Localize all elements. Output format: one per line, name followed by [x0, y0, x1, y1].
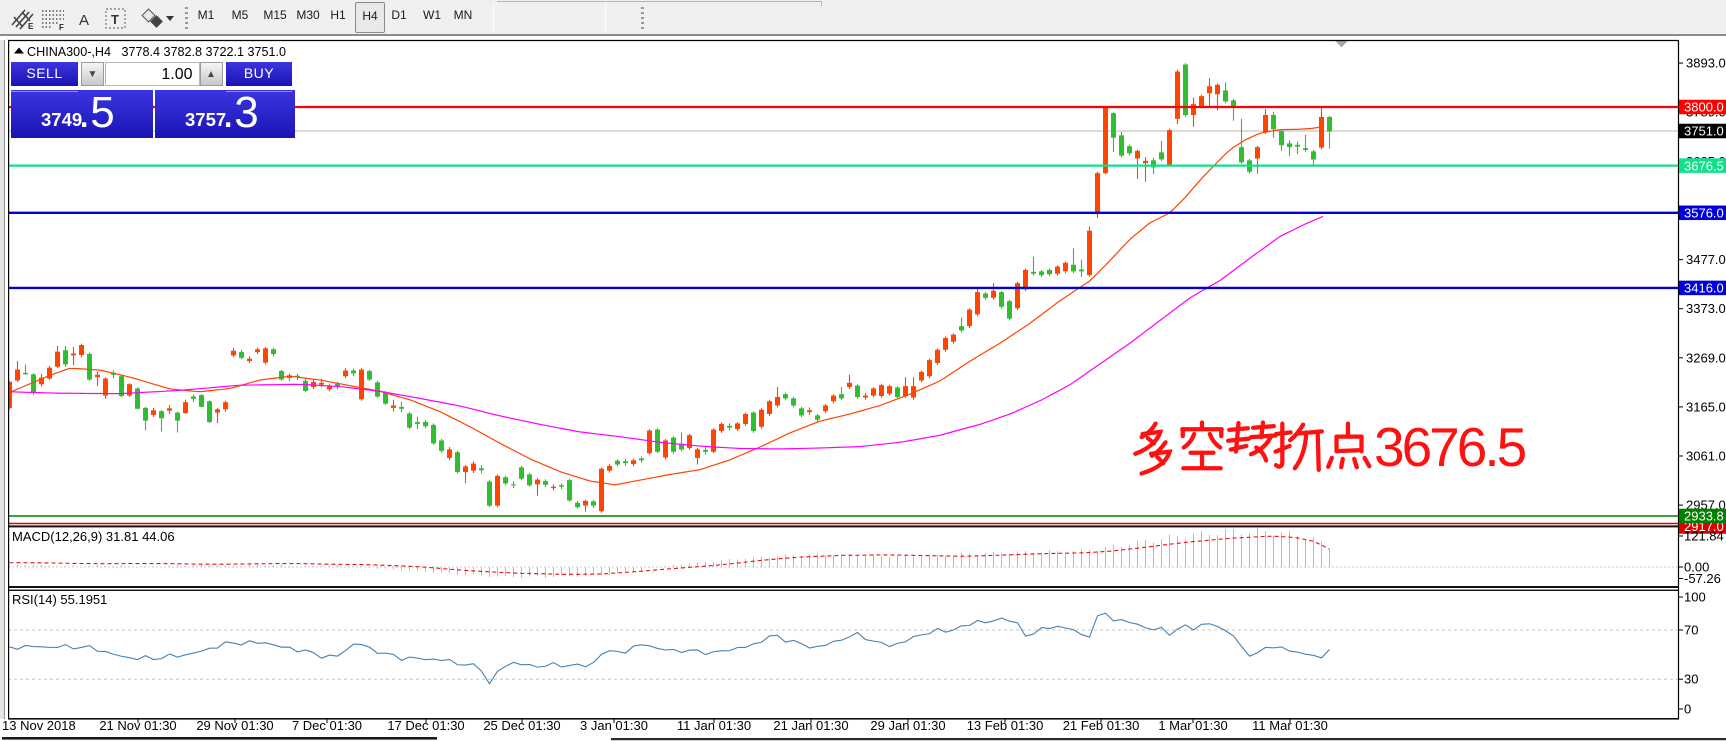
svg-text:3893.0: 3893.0 — [1686, 56, 1726, 71]
svg-text:13 Nov 2018: 13 Nov 2018 — [2, 718, 76, 733]
svg-text:3 Jan 01:30: 3 Jan 01:30 — [580, 718, 648, 733]
svg-text:0: 0 — [1684, 702, 1691, 717]
svg-text:3676.5: 3676.5 — [1684, 158, 1724, 173]
svg-text:3676.5: 3676.5 — [1374, 416, 1526, 478]
svg-text:3061.0: 3061.0 — [1686, 449, 1726, 464]
svg-text:E: E — [28, 22, 34, 31]
svg-text:MACD(12,26,9) 31.81 44.06: MACD(12,26,9) 31.81 44.06 — [12, 529, 175, 544]
svg-text:7 Dec 01:30: 7 Dec 01:30 — [292, 718, 362, 733]
svg-text:1 Mar 01:30: 1 Mar 01:30 — [1158, 718, 1227, 733]
svg-text:3751.0: 3751.0 — [1684, 124, 1724, 139]
svg-text:3576.0: 3576.0 — [1684, 206, 1724, 221]
svg-text:3165.0: 3165.0 — [1686, 399, 1726, 414]
svg-text:3269.0: 3269.0 — [1686, 350, 1726, 365]
svg-text:100: 100 — [1684, 590, 1706, 605]
svg-text:17 Dec 01:30: 17 Dec 01:30 — [387, 718, 464, 733]
svg-text:21 Jan 01:30: 21 Jan 01:30 — [773, 718, 848, 733]
svg-text:F: F — [59, 23, 64, 32]
svg-text:29 Nov 01:30: 29 Nov 01:30 — [196, 718, 273, 733]
svg-text:0.00: 0.00 — [1684, 560, 1709, 575]
svg-text:RSI(14) 55.1951: RSI(14) 55.1951 — [12, 592, 107, 607]
svg-text:2933.8: 2933.8 — [1684, 509, 1724, 524]
svg-text:T: T — [111, 12, 119, 27]
svg-text:30: 30 — [1684, 672, 1698, 687]
svg-text:121.84: 121.84 — [1684, 529, 1724, 544]
svg-text:25 Dec 01:30: 25 Dec 01:30 — [483, 718, 560, 733]
svg-text:A: A — [79, 12, 89, 29]
svg-text:21 Feb 01:30: 21 Feb 01:30 — [1063, 718, 1140, 733]
svg-text:13 Feb 01:30: 13 Feb 01:30 — [967, 718, 1044, 733]
svg-text:29 Jan 01:30: 29 Jan 01:30 — [870, 718, 945, 733]
svg-text:3373.0: 3373.0 — [1686, 301, 1726, 316]
svg-text:21 Nov 01:30: 21 Nov 01:30 — [99, 718, 176, 733]
svg-text:-57.26: -57.26 — [1684, 571, 1721, 586]
svg-text:3416.0: 3416.0 — [1684, 281, 1724, 296]
svg-text:3477.0: 3477.0 — [1686, 252, 1726, 267]
svg-text:70: 70 — [1684, 623, 1698, 638]
svg-text:3800.0: 3800.0 — [1684, 100, 1724, 115]
svg-text:11 Jan 01:30: 11 Jan 01:30 — [677, 718, 751, 733]
svg-text:11 Mar 01:30: 11 Mar 01:30 — [1252, 718, 1328, 733]
